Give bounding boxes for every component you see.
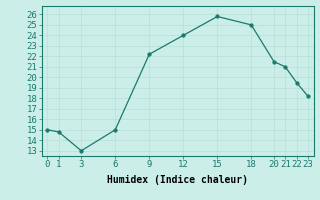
X-axis label: Humidex (Indice chaleur): Humidex (Indice chaleur) xyxy=(107,175,248,185)
